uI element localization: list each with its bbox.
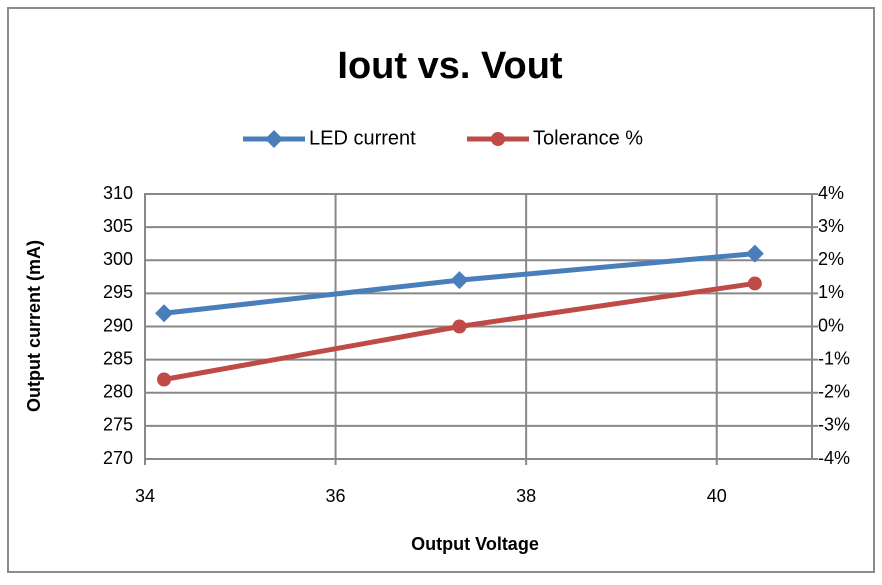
y2-tick-label: -4% [818,448,850,468]
x-tick-label: 40 [707,486,727,506]
y-tick-label: 280 [103,382,133,402]
y-tick-label: 295 [103,282,133,302]
y-tick-label: 305 [103,216,133,236]
y-axis-label: Output current (mA) [24,240,44,412]
y2-tick-label: 0% [818,315,844,335]
y2-tick-label: -2% [818,382,850,402]
y-tick-label: 310 [103,183,133,203]
y2-tick-label: 4% [818,183,844,203]
y2-tick-label: 1% [818,282,844,302]
y2-tick-label: -3% [818,415,850,435]
chart-frame [7,7,875,573]
data-point [745,244,764,263]
legend-label: Tolerance % [533,127,643,149]
legend-label: LED current [309,127,416,149]
legend-marker [265,130,283,148]
legend-marker [491,132,505,146]
x-axis-label: Output Voltage [411,534,539,554]
y-tick-label: 285 [103,348,133,368]
y-tick-label: 290 [103,315,133,335]
y-tick-label: 270 [103,448,133,468]
data-point [155,304,174,323]
y-tick-label: 275 [103,415,133,435]
x-tick-label: 38 [516,486,536,506]
data-point [452,319,467,334]
y2-tick-label: 2% [818,249,844,269]
data-point [157,372,172,387]
x-tick-label: 36 [326,486,346,506]
y2-tick-label: 3% [818,216,844,236]
y-tick-label: 300 [103,249,133,269]
x-tick-label: 34 [135,486,155,506]
y2-tick-label: -1% [818,348,850,368]
chart-title: Iout vs. Vout [337,45,563,87]
data-point [450,271,469,290]
data-point [747,276,762,291]
plot-area [144,193,813,460]
